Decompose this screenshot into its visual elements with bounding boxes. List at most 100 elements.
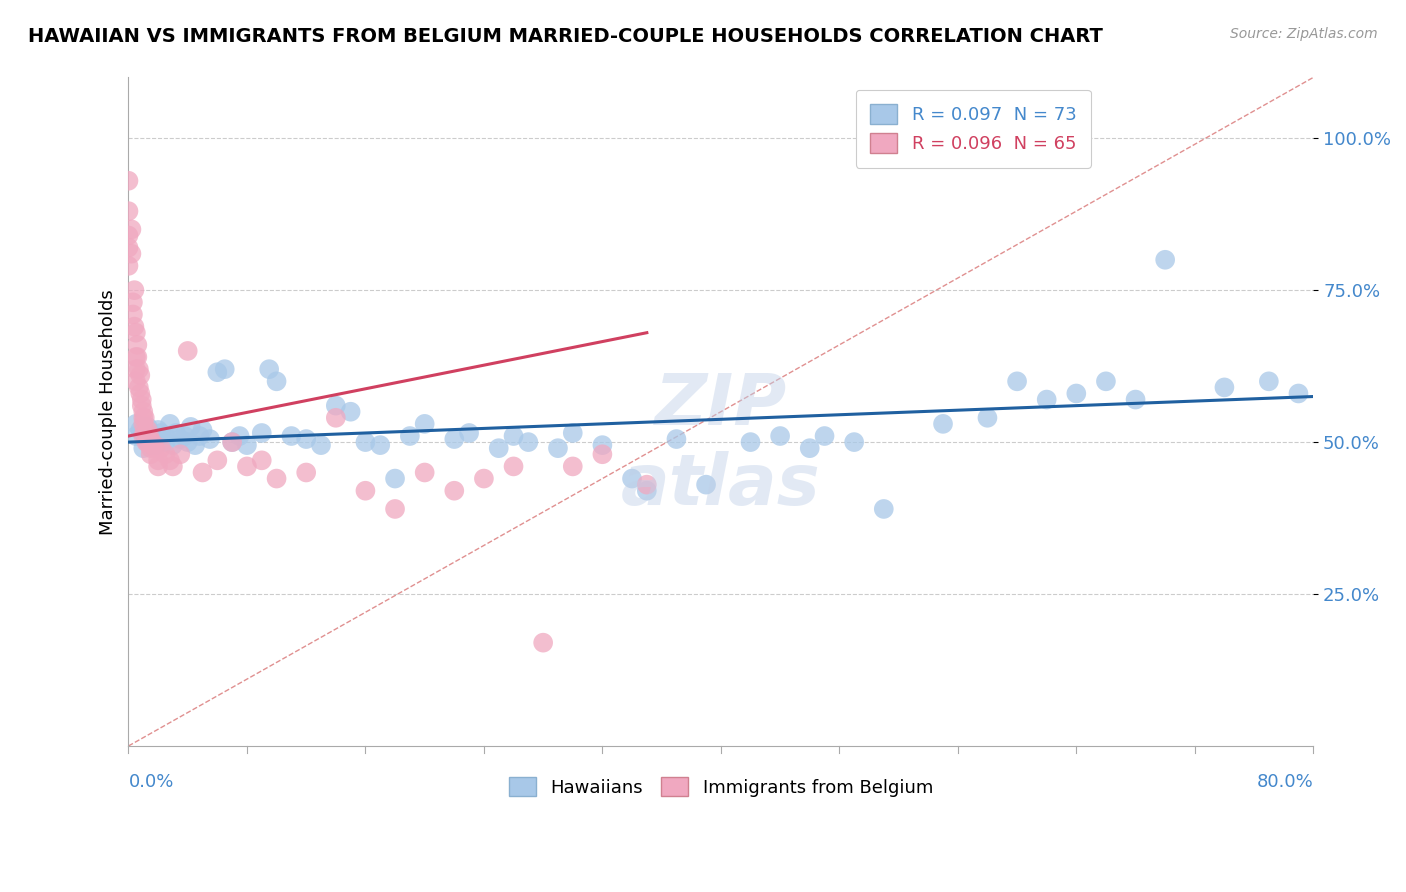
Point — [257, 362, 280, 376]
Point — [1005, 374, 1028, 388]
Point — [531, 635, 554, 649]
Point — [134, 423, 156, 437]
Point — [443, 432, 465, 446]
Point — [117, 174, 139, 188]
Point — [621, 472, 644, 486]
Point — [399, 429, 422, 443]
Point — [488, 441, 510, 455]
Point — [384, 472, 406, 486]
Point — [136, 435, 159, 450]
Point — [547, 441, 569, 455]
Point — [384, 502, 406, 516]
Point — [191, 423, 214, 437]
Point — [207, 365, 229, 379]
Point — [295, 466, 318, 480]
Text: HAWAIIAN VS IMMIGRANTS FROM BELGIUM MARRIED-COUPLE HOUSEHOLDS CORRELATION CHART: HAWAIIAN VS IMMIGRANTS FROM BELGIUM MARR… — [28, 27, 1102, 45]
Point — [1154, 252, 1177, 267]
Point — [127, 338, 149, 352]
Point — [159, 417, 181, 431]
Point — [354, 483, 377, 498]
Point — [135, 432, 157, 446]
Point — [188, 429, 211, 443]
Point — [799, 441, 821, 455]
Point — [125, 417, 148, 431]
Point — [138, 429, 160, 443]
Point — [117, 204, 139, 219]
Point — [128, 380, 150, 394]
Point — [173, 429, 195, 443]
Point — [844, 435, 866, 450]
Point — [207, 453, 229, 467]
Point — [1257, 374, 1279, 388]
Point — [1095, 374, 1118, 388]
Text: 0.0%: 0.0% — [128, 772, 174, 790]
Point — [266, 472, 288, 486]
Point — [139, 429, 162, 443]
Point — [169, 432, 191, 446]
Point — [873, 502, 896, 516]
Point — [228, 429, 250, 443]
Point — [125, 326, 148, 340]
Point — [120, 246, 142, 260]
Point — [139, 447, 162, 461]
Point — [339, 405, 361, 419]
Point — [122, 308, 145, 322]
Point — [976, 410, 998, 425]
Point — [250, 453, 273, 467]
Point — [214, 362, 236, 376]
Legend: Hawaiians, Immigrants from Belgium: Hawaiians, Immigrants from Belgium — [502, 770, 941, 804]
Point — [128, 362, 150, 376]
Point — [136, 420, 159, 434]
Point — [413, 466, 436, 480]
Point — [221, 435, 243, 450]
Point — [502, 459, 524, 474]
Point — [309, 438, 332, 452]
Point — [191, 466, 214, 480]
Point — [125, 362, 148, 376]
Point — [1125, 392, 1147, 407]
Point — [124, 283, 146, 297]
Point — [636, 477, 658, 491]
Point — [740, 435, 762, 450]
Point — [165, 425, 187, 440]
Point — [221, 435, 243, 450]
Text: ZIP
atlas: ZIP atlas — [621, 371, 821, 519]
Point — [150, 425, 173, 440]
Point — [162, 459, 184, 474]
Point — [141, 435, 163, 450]
Point — [413, 417, 436, 431]
Point — [1066, 386, 1088, 401]
Point — [162, 438, 184, 452]
Point — [368, 438, 391, 452]
Point — [813, 429, 835, 443]
Point — [136, 423, 159, 437]
Point — [295, 432, 318, 446]
Point — [517, 435, 540, 450]
Point — [135, 435, 157, 450]
Point — [131, 392, 153, 407]
Point — [695, 477, 717, 491]
Point — [155, 429, 177, 443]
Point — [146, 432, 169, 446]
Point — [472, 472, 495, 486]
Point — [561, 425, 583, 440]
Point — [132, 417, 155, 431]
Point — [236, 438, 259, 452]
Point — [325, 399, 347, 413]
Point — [458, 425, 481, 440]
Point — [236, 459, 259, 474]
Point — [143, 438, 166, 452]
Point — [132, 429, 155, 443]
Point — [502, 429, 524, 443]
Point — [117, 241, 139, 255]
Point — [155, 447, 177, 461]
Point — [155, 435, 177, 450]
Point — [132, 410, 155, 425]
Point — [665, 432, 688, 446]
Point — [1035, 392, 1057, 407]
Point — [132, 405, 155, 419]
Point — [142, 438, 165, 452]
Point — [134, 410, 156, 425]
Point — [125, 374, 148, 388]
Point — [443, 483, 465, 498]
